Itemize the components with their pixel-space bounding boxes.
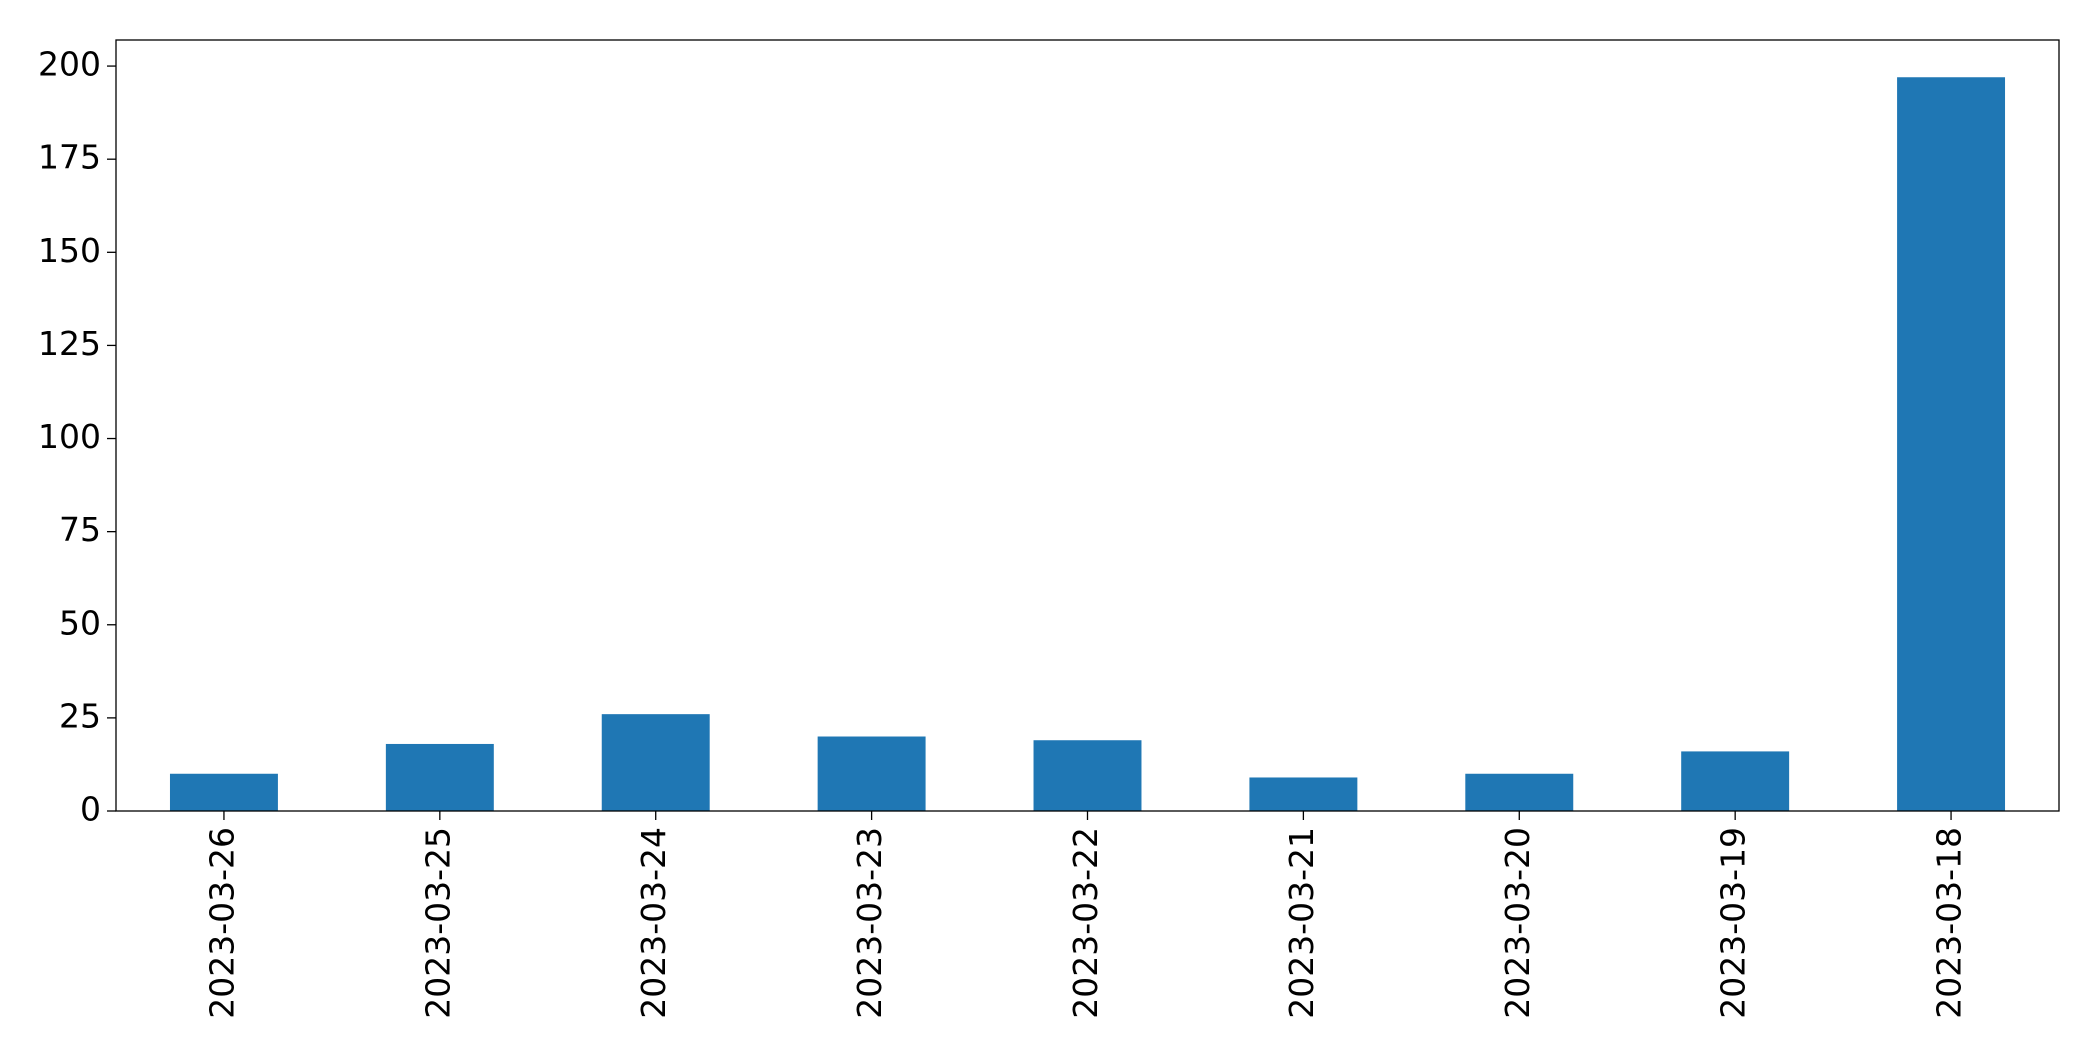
x-tick-label: 2023-03-24 <box>634 827 673 1019</box>
y-tick-label: 175 <box>38 138 101 177</box>
x-tick-label: 2023-03-23 <box>850 827 889 1019</box>
x-tick-label: 2023-03-18 <box>1930 827 1969 1019</box>
y-tick-label: 125 <box>38 324 101 363</box>
y-tick-label: 50 <box>59 603 101 642</box>
y-tick-label: 75 <box>59 510 101 549</box>
y-tick-label: 200 <box>38 45 101 84</box>
y-tick-label: 100 <box>38 417 101 456</box>
x-tick-label: 2023-03-26 <box>202 827 241 1019</box>
bars-group <box>169 77 2006 811</box>
bar-2023-03-26 <box>169 773 278 811</box>
bar-2023-03-20 <box>1465 773 1574 811</box>
bar-2023-03-23 <box>817 736 926 811</box>
y-tick-label: 0 <box>80 790 101 829</box>
bar-2023-03-21 <box>1249 777 1358 811</box>
bar-2023-03-24 <box>601 714 710 811</box>
bar-2023-03-18 <box>1897 77 2006 811</box>
y-axis: 0 25 50 75 100 125 150 175 200 <box>38 45 116 829</box>
x-tick-label: 2023-03-22 <box>1066 827 1105 1019</box>
x-tick-label: 2023-03-21 <box>1282 827 1321 1019</box>
bar-2023-03-22 <box>1033 740 1142 811</box>
x-axis: 2023-03-26 2023-03-25 2023-03-24 2023-03-23… <box>202 811 1969 1019</box>
bar-2023-03-19 <box>1681 751 1790 811</box>
y-tick-label: 150 <box>38 231 101 270</box>
y-tick-label: 25 <box>59 696 101 735</box>
x-tick-label: 2023-03-25 <box>418 827 457 1019</box>
bar-2023-03-25 <box>385 743 494 811</box>
x-tick-label: 2023-03-19 <box>1714 827 1753 1019</box>
plot-frame <box>115 39 2060 812</box>
x-tick-label: 2023-03-20 <box>1498 827 1537 1019</box>
